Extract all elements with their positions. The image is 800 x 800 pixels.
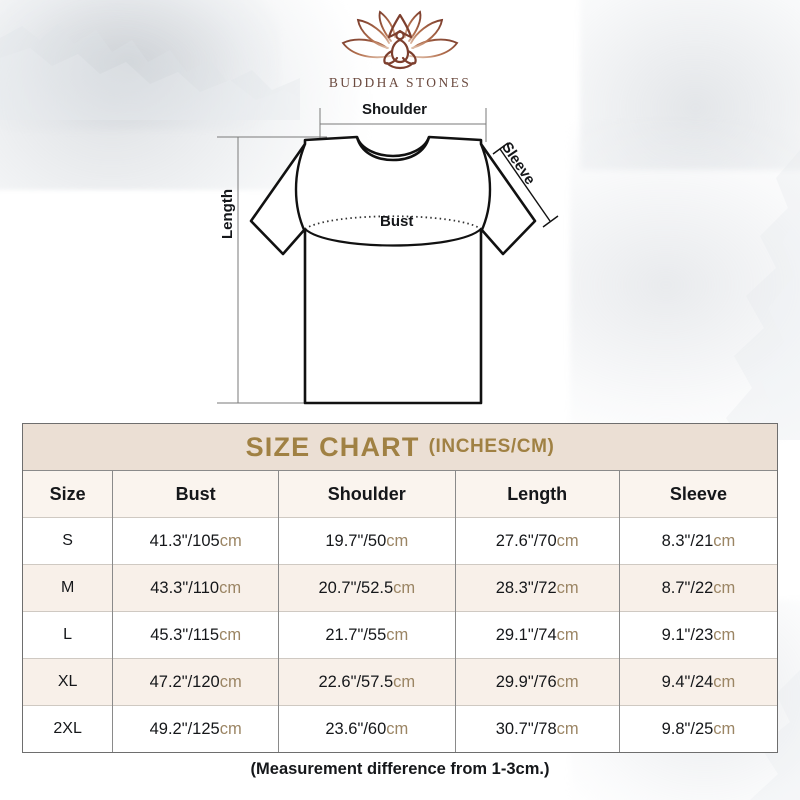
column-header-sleeve: Sleeve	[619, 470, 777, 518]
bg-wash-right	[570, 120, 800, 450]
tshirt-outline-svg	[217, 108, 559, 405]
table-header-row: Size Bust Shoulder Length Sleeve	[23, 470, 777, 518]
cell-size: L	[23, 611, 114, 659]
cell-length: 27.6"/70cm	[455, 517, 620, 565]
column-header-size: Size	[23, 470, 114, 518]
size-chart-title-band: SIZE CHART (INCHES/CM)	[23, 424, 777, 470]
size-chart-title: SIZE CHART	[245, 431, 420, 462]
tshirt-diagram	[205, 96, 595, 421]
cell-sleeve: 9.8"/25cm	[619, 705, 777, 752]
diagram-label-length: Length	[219, 189, 236, 239]
cell-bust: 41.3"/105cm	[112, 517, 280, 565]
cell-sleeve: 9.1"/23cm	[619, 611, 777, 659]
brand-header: BUDDHA STONES	[0, 10, 800, 91]
size-chart-table: SIZE CHART (INCHES/CM) Size Bust Shoulde…	[22, 423, 778, 753]
mountain-ridge-right	[726, 150, 800, 440]
size-chart-units: (INCHES/CM)	[428, 436, 555, 457]
table-body: S 41.3"/105cm 19.7"/50cm 27.6"/70cm 8.3"…	[23, 517, 777, 752]
cell-sleeve: 8.7"/22cm	[619, 564, 777, 612]
cell-bust: 45.3"/115cm	[112, 611, 280, 659]
cell-shoulder: 21.7"/55cm	[278, 611, 456, 659]
table-row: 2XL 49.2"/125cm 23.6"/60cm 30.7"/78cm 9.…	[23, 705, 777, 752]
cell-length: 28.3"/72cm	[455, 564, 620, 612]
table-row: XL 47.2"/120cm 22.6"/57.5cm 29.9"/76cm 9…	[23, 658, 777, 706]
bust-line-dashed	[304, 215, 482, 230]
column-header-shoulder: Shoulder	[278, 470, 456, 518]
cell-bust: 49.2"/125cm	[112, 705, 280, 752]
neckline	[355, 136, 431, 162]
lotus-meditation-icon	[341, 10, 459, 70]
cell-shoulder: 23.6"/60cm	[278, 705, 456, 752]
armhole-right	[479, 143, 492, 233]
cell-length: 29.9"/76cm	[455, 658, 620, 706]
table-head: Size Bust Shoulder Length Sleeve	[23, 470, 777, 518]
cell-sleeve: 9.4"/24cm	[619, 658, 777, 706]
measurement-note: (Measurement difference from 1-3cm.)	[250, 760, 550, 778]
table-row: S 41.3"/105cm 19.7"/50cm 27.6"/70cm 8.3"…	[23, 517, 777, 565]
table-row: M 43.3"/110cm 20.7"/52.5cm 28.3"/72cm 8.…	[23, 564, 777, 612]
cell-shoulder: 20.7"/52.5cm	[278, 564, 456, 612]
cell-shoulder: 19.7"/50cm	[278, 517, 456, 565]
cell-size: M	[23, 564, 114, 612]
cell-size: XL	[23, 658, 114, 706]
diagram-label-shoulder: Shoulder	[362, 101, 428, 118]
cell-bust: 43.3"/110cm	[112, 564, 280, 612]
cell-size: S	[23, 517, 114, 565]
armhole-left	[294, 143, 307, 233]
brand-name: BUDDHA STONES	[328, 75, 472, 90]
cell-shoulder: 22.6"/57.5cm	[278, 658, 456, 706]
cell-length: 29.1"/74cm	[455, 611, 620, 659]
column-header-bust: Bust	[112, 470, 280, 518]
measurements-table: Size Bust Shoulder Length Sleeve S 41.3"…	[23, 470, 777, 752]
cell-bust: 47.2"/120cm	[112, 658, 280, 706]
sleeve-dimension-line	[492, 142, 559, 228]
column-header-length: Length	[455, 470, 620, 518]
cell-sleeve: 8.3"/21cm	[619, 517, 777, 565]
dimension-guides	[217, 108, 487, 404]
tshirt-body	[249, 135, 537, 405]
table-row: L 45.3"/115cm 21.7"/55cm 29.1"/74cm 9.1"…	[23, 611, 777, 659]
cell-size: 2XL	[23, 705, 114, 752]
cell-length: 30.7"/78cm	[455, 705, 620, 752]
bust-line-solid	[304, 228, 482, 247]
diagram-label-bust: Bust	[380, 213, 414, 230]
